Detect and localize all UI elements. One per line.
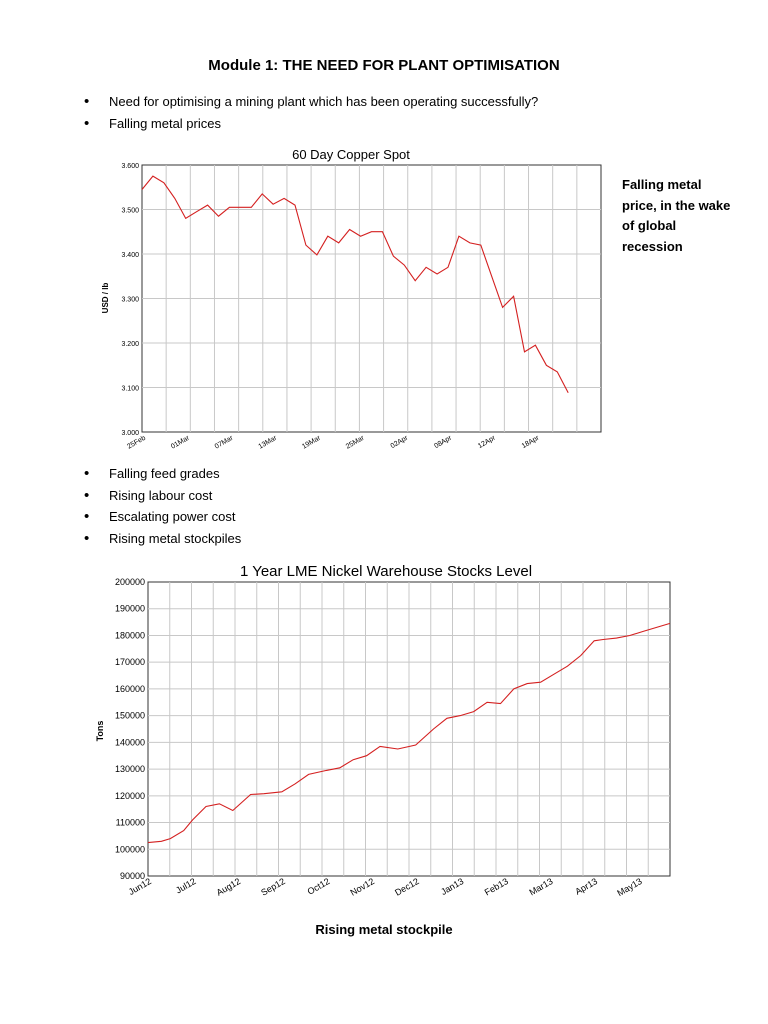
series-line xyxy=(141,175,569,394)
copper-chart-title: 60 Day Copper Spot xyxy=(292,147,410,162)
x-tick-label: 18Apr xyxy=(521,434,541,450)
x-tick-label: 08Apr xyxy=(433,434,453,450)
x-tick-label: 13Mar xyxy=(257,434,278,450)
x-tick-label: Apr13 xyxy=(573,876,599,897)
bullet-item: Need for optimising a mining plant which… xyxy=(84,91,538,113)
copper-chart-ylabel: USD / lb xyxy=(101,283,110,314)
y-tick-label: 100000 xyxy=(115,844,145,854)
x-tick-label: Dec12 xyxy=(393,876,421,898)
nickel-chart: 90000 100000 110000 120000 130000 140000 15000… xyxy=(115,577,671,898)
y-tick-label: 3.000 xyxy=(121,430,139,437)
nickel-chart-ylabel: Tons xyxy=(95,721,105,742)
y-tick-label: 3.500 xyxy=(121,208,139,215)
copper-chart: 3.000 3.100 3.200 3.300 3.400 3.500 3.600 25Feb… xyxy=(121,163,602,451)
x-tick-label: 19Mar xyxy=(301,434,322,450)
y-tick-label: 90000 xyxy=(120,871,145,881)
x-tick-label: 25Feb xyxy=(126,435,147,451)
side-note: Falling metal price, in the wake of glob… xyxy=(622,177,731,254)
x-tick-label: 25Mar xyxy=(345,434,366,450)
bullet-item: Falling metal prices xyxy=(84,113,538,135)
x-tick-label: 12Apr xyxy=(477,434,497,450)
x-tick-label: Feb13 xyxy=(483,876,510,897)
page-title: Module 1: THE NEED FOR PLANT OPTIMISATIO… xyxy=(208,57,560,74)
x-tick-label: 02Apr xyxy=(390,434,410,450)
x-tick-label: Nov12 xyxy=(349,876,377,898)
y-tick-label: 170000 xyxy=(115,657,145,667)
x-tick-label: Jul12 xyxy=(174,876,198,895)
y-tick-label: 150000 xyxy=(115,711,145,721)
nickel-chart-title: 1 Year LME Nickel Warehouse Stocks Level xyxy=(240,563,532,580)
y-tick-label: 190000 xyxy=(115,604,145,614)
x-tick-label: 07Mar xyxy=(214,434,235,450)
y-tick-label: 3.600 xyxy=(121,163,139,170)
bullet-item: Rising metal stockpiles xyxy=(84,528,241,550)
y-tick-label: 3.200 xyxy=(121,341,139,348)
y-tick-label: 200000 xyxy=(115,577,145,587)
bullet-item: Falling feed grades xyxy=(84,463,241,485)
series-line xyxy=(147,622,671,844)
bullet-list-top: Need for optimising a mining plant which… xyxy=(84,91,538,134)
figure-caption: Rising metal stockpile xyxy=(315,922,453,937)
y-tick-label: 160000 xyxy=(115,684,145,694)
x-tick-label: Aug12 xyxy=(215,876,243,898)
y-tick-label: 120000 xyxy=(115,791,145,801)
y-tick-label: 3.100 xyxy=(121,386,139,393)
x-tick-label: May13 xyxy=(615,876,643,898)
x-tick-label: Jan13 xyxy=(439,876,465,897)
x-tick-label: 01Mar xyxy=(170,434,191,450)
bullet-item: Escalating power cost xyxy=(84,506,241,528)
bullet-item: Rising labour cost xyxy=(84,485,241,507)
y-tick-label: 130000 xyxy=(115,764,145,774)
x-tick-label: Sep12 xyxy=(259,876,287,898)
y-tick-label: 180000 xyxy=(115,630,145,640)
bullet-list-bottom: Falling feed grades Rising labour cost E… xyxy=(84,463,241,549)
x-tick-label: Oct12 xyxy=(306,876,332,897)
y-tick-label: 3.300 xyxy=(121,297,139,304)
y-tick-label: 110000 xyxy=(116,818,145,828)
y-tick-label: 140000 xyxy=(115,737,145,747)
x-tick-label: Mar13 xyxy=(527,876,554,897)
y-tick-label: 3.400 xyxy=(121,252,139,259)
